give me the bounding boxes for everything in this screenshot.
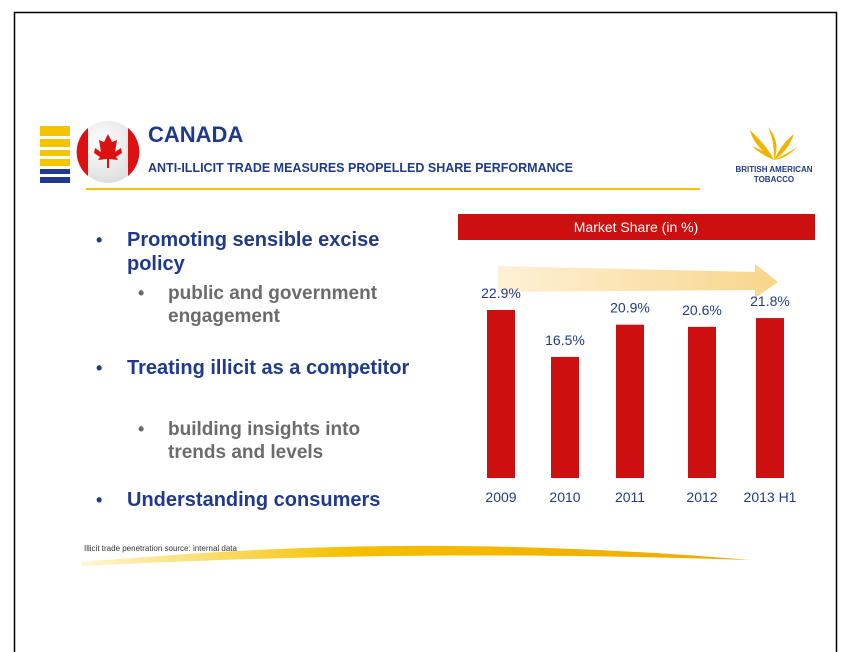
value-label: 22.9% [481, 285, 521, 301]
stripes [40, 126, 70, 183]
frame [13, 11, 838, 652]
x-tick-label: 2010 [549, 489, 580, 505]
bars: 22.9% 2009 16.5% 2010 20.9% 2011 20.6% 2012 21.8… [481, 285, 797, 505]
sub-bullet-dot: • [138, 283, 145, 303]
bar [616, 324, 644, 478]
chart-title: Market Share (in %) [574, 219, 698, 235]
x-tick-label: 2011 [615, 489, 645, 505]
value-label: 20.9% [610, 300, 650, 316]
bar [551, 356, 579, 478]
trend-arrow [498, 264, 778, 298]
footnote: Illicit trade penetration source: intern… [84, 544, 238, 553]
sub-bullet-dot: • [138, 419, 145, 439]
logo-text: British American [735, 165, 812, 174]
logo: British American Tobacco [735, 127, 813, 184]
value-label: 16.5% [545, 332, 585, 348]
x-tick-label: 2012 [686, 489, 717, 505]
bullet-dot: • [96, 230, 103, 250]
x-tick-label: 2009 [485, 489, 516, 505]
bullet: Treating illicit as a competitor [127, 357, 410, 379]
bullet-dot: • [96, 490, 103, 510]
value-label: 21.8% [750, 293, 790, 309]
x-tick-label: 2013 H1 [744, 489, 797, 505]
flag [76, 121, 140, 183]
bullet: Promoting sensible excise policy [127, 229, 380, 275]
bar [756, 318, 784, 478]
bullet: Understanding consumers [127, 489, 381, 511]
bar [487, 310, 515, 478]
value-label: 20.6% [682, 302, 722, 318]
subtitle: ANTI-ILLICIT TRADE MEASURES PROPELLED SH… [148, 161, 573, 175]
sub-bullet: building insights into trends and levels [168, 419, 361, 463]
bullet-dot: • [96, 358, 103, 378]
chart-header [458, 214, 815, 240]
bar [688, 326, 716, 478]
logo-text: Tobacco [754, 175, 794, 184]
sub-bullet: public and government engagement [168, 283, 378, 327]
swoosh [82, 545, 750, 566]
title: CANADA [148, 122, 243, 147]
